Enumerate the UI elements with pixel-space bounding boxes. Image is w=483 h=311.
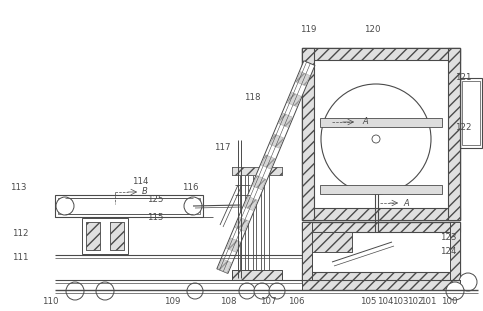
Text: 103: 103: [392, 298, 408, 307]
Text: 106: 106: [288, 298, 304, 307]
Bar: [448, 48, 460, 220]
Polygon shape: [261, 155, 275, 169]
Bar: [460, 78, 482, 148]
Text: A: A: [362, 118, 368, 127]
Bar: [320, 118, 442, 127]
Bar: [448, 48, 460, 220]
Bar: [450, 222, 460, 282]
Text: 108: 108: [220, 298, 236, 307]
Text: 111: 111: [12, 253, 28, 262]
Polygon shape: [244, 196, 257, 211]
Polygon shape: [296, 72, 310, 86]
Bar: [302, 280, 460, 290]
Text: 120: 120: [364, 26, 380, 35]
Circle shape: [269, 283, 285, 299]
Text: 121: 121: [455, 73, 471, 82]
Bar: [302, 272, 460, 282]
Circle shape: [372, 135, 380, 143]
Text: 112: 112: [12, 229, 28, 238]
Bar: [302, 48, 460, 60]
Text: 123: 123: [440, 234, 456, 243]
Bar: [82, 218, 128, 254]
Circle shape: [446, 282, 464, 300]
Bar: [302, 272, 460, 282]
Text: 109: 109: [164, 298, 180, 307]
Polygon shape: [279, 113, 292, 128]
Bar: [110, 222, 124, 250]
Text: 119: 119: [300, 26, 316, 35]
Text: 116: 116: [182, 183, 198, 193]
Bar: [86, 222, 100, 250]
Text: 124: 124: [440, 248, 456, 257]
Bar: [302, 48, 460, 60]
Bar: [312, 232, 352, 252]
Text: 110: 110: [42, 298, 58, 307]
Bar: [302, 222, 460, 232]
Text: 104: 104: [377, 298, 393, 307]
Polygon shape: [218, 259, 231, 273]
Bar: [302, 208, 460, 220]
Text: 102: 102: [407, 298, 423, 307]
Circle shape: [96, 282, 114, 300]
Bar: [302, 48, 314, 220]
Polygon shape: [235, 217, 249, 231]
Bar: [302, 222, 460, 282]
Bar: [232, 270, 282, 280]
Bar: [232, 167, 282, 175]
Text: 113: 113: [10, 183, 26, 193]
Polygon shape: [217, 61, 315, 273]
Circle shape: [254, 283, 270, 299]
Bar: [58, 198, 200, 214]
Text: 105: 105: [360, 298, 376, 307]
Text: 117: 117: [214, 143, 230, 152]
Polygon shape: [270, 134, 284, 148]
Circle shape: [184, 197, 202, 215]
Text: 114: 114: [132, 178, 148, 187]
Text: A: A: [403, 198, 409, 207]
Bar: [312, 232, 352, 252]
Polygon shape: [227, 238, 240, 252]
Circle shape: [321, 84, 431, 194]
Bar: [55, 195, 203, 217]
Bar: [320, 185, 442, 194]
Circle shape: [239, 283, 255, 299]
Polygon shape: [253, 175, 266, 190]
Circle shape: [187, 283, 203, 299]
Bar: [302, 222, 312, 282]
Circle shape: [56, 197, 74, 215]
Bar: [302, 48, 460, 220]
Text: 115: 115: [147, 213, 163, 222]
Bar: [232, 270, 282, 280]
Bar: [240, 175, 245, 280]
Text: 101: 101: [420, 298, 436, 307]
Bar: [302, 280, 460, 290]
Text: 107: 107: [260, 298, 276, 307]
Bar: [450, 222, 460, 282]
Text: 125: 125: [147, 196, 163, 205]
Text: 118: 118: [244, 94, 260, 103]
Bar: [302, 48, 314, 220]
Bar: [302, 222, 460, 232]
Bar: [302, 222, 312, 282]
Polygon shape: [287, 92, 301, 107]
Bar: [462, 81, 480, 145]
Bar: [232, 167, 282, 175]
Bar: [302, 208, 460, 220]
Bar: [86, 222, 100, 250]
Circle shape: [66, 282, 84, 300]
Text: B: B: [142, 188, 148, 197]
Text: 100: 100: [441, 298, 457, 307]
Bar: [248, 175, 253, 280]
Circle shape: [459, 273, 477, 291]
Bar: [110, 222, 124, 250]
Bar: [264, 175, 269, 280]
Text: 122: 122: [455, 123, 471, 132]
Bar: [256, 175, 261, 280]
